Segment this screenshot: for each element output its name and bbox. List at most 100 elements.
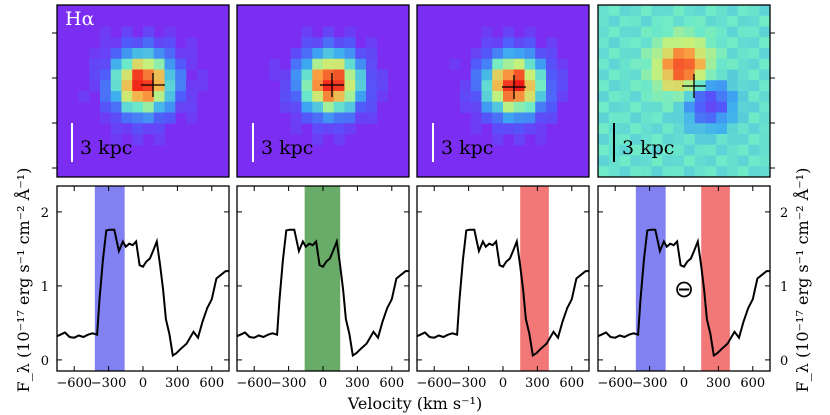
map-pixel <box>727 166 739 178</box>
map-pixel <box>186 37 198 49</box>
map-pixel <box>737 112 749 124</box>
map-pixel <box>608 58 620 70</box>
map-ticks <box>52 32 775 169</box>
map-pixel <box>492 37 504 49</box>
map-pixel <box>651 48 663 60</box>
map-pixel <box>323 69 335 81</box>
center-cross-marker <box>320 73 344 97</box>
map-pixel <box>503 101 515 113</box>
map-pixel <box>492 101 504 113</box>
map-pixel <box>153 112 165 124</box>
map-pixel <box>759 37 771 49</box>
x-tick-label: 0 <box>499 376 507 391</box>
map-pixel <box>186 80 198 92</box>
map-pixel <box>503 48 515 60</box>
map-pixel <box>737 37 749 49</box>
map-pixel <box>556 69 568 81</box>
red-velocity-band <box>701 186 730 371</box>
map-pixel <box>164 58 176 70</box>
x-tick-label: 300 <box>165 376 190 391</box>
map-pixel <box>673 48 685 60</box>
map-pixel <box>737 5 749 17</box>
map-pixel <box>716 166 728 178</box>
map-pixel <box>662 155 674 167</box>
map-pixel <box>716 69 728 81</box>
map-pixel <box>641 15 653 27</box>
map-pixel <box>608 37 620 49</box>
map-pixel <box>153 37 165 49</box>
map-pixel <box>684 5 696 17</box>
map-pixel <box>344 69 356 81</box>
x-tick-label: −300 <box>91 376 127 391</box>
x-tick-label: 600 <box>740 376 765 391</box>
map-pixel <box>630 91 642 103</box>
map-pixel <box>641 37 653 49</box>
map-pixel <box>513 123 525 135</box>
map-pixel <box>748 69 760 81</box>
map-pixel <box>737 26 749 38</box>
map-pixel <box>301 112 313 124</box>
map-pixel <box>535 112 547 124</box>
map-pixel <box>641 48 653 60</box>
map-pixel <box>748 144 760 156</box>
map-pixel <box>759 155 771 167</box>
map-pixel <box>100 37 112 49</box>
map-pixel <box>716 112 728 124</box>
map-pixel <box>608 69 620 81</box>
map-pixel <box>121 101 133 113</box>
map-frame <box>236 4 410 178</box>
map-pixel <box>641 26 653 38</box>
map-pixel <box>132 80 144 92</box>
map-pixel <box>524 101 536 113</box>
map-pixel <box>641 144 653 156</box>
map-pixel <box>759 69 771 81</box>
blue-velocity-band <box>635 186 666 371</box>
map-pixel <box>651 155 663 167</box>
map-pixel <box>705 123 717 135</box>
map-pixel <box>333 69 345 81</box>
map-pixel <box>737 134 749 146</box>
map-pixel <box>153 134 165 146</box>
y-axis-label-right: F_λ (10⁻¹⁷ erg s⁻¹ cm⁻² Å⁻¹) <box>792 168 812 393</box>
map-pixel <box>630 112 642 124</box>
map-pixel <box>535 101 547 113</box>
map-pixel <box>89 69 101 81</box>
map-pixel <box>333 134 345 146</box>
map-pixel <box>737 144 749 156</box>
scale-bar-label: 3 kpc <box>261 137 313 159</box>
map-pixel <box>673 37 685 49</box>
map-pixel <box>546 112 558 124</box>
map-pixel <box>89 58 101 70</box>
map-pixel <box>630 101 642 113</box>
map-pixel <box>280 91 292 103</box>
map-pixel <box>673 15 685 27</box>
map-pixel <box>651 91 663 103</box>
map-pixel <box>748 15 760 27</box>
center-cross-marker <box>502 75 526 99</box>
map-pixel <box>619 15 631 27</box>
map-pixel <box>546 91 558 103</box>
map-pixel <box>323 112 335 124</box>
map-pixel <box>630 155 642 167</box>
map-pixel <box>100 58 112 70</box>
map-pixel <box>513 37 525 49</box>
line-core-map: 3 kpc <box>236 4 410 178</box>
map-pixel <box>630 69 642 81</box>
x-tick-label: 0 <box>319 376 327 391</box>
map-pixel <box>716 134 728 146</box>
map-pixel <box>608 48 620 60</box>
map-pixel <box>524 123 536 135</box>
map-pixel <box>619 134 631 146</box>
map-pixel <box>556 91 568 103</box>
map-pixel <box>641 58 653 70</box>
map-pixel <box>651 166 663 178</box>
map-pixel <box>716 37 728 49</box>
map-pixel <box>748 80 760 92</box>
map-pixel <box>705 5 717 17</box>
map-pixel <box>323 26 335 38</box>
map-pixel <box>132 91 144 103</box>
map-pixel <box>673 5 685 17</box>
map-pixel <box>312 134 324 146</box>
map-pixel <box>556 80 568 92</box>
map-pixel <box>121 112 133 124</box>
